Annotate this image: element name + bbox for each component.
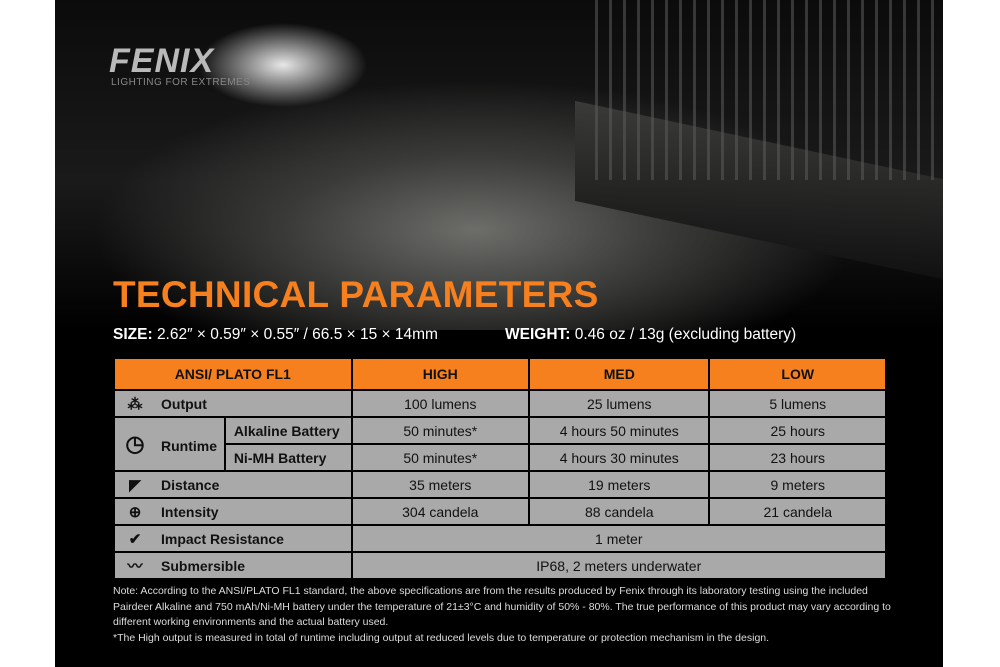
size-spec: SIZE: 2.62″ × 0.59″ × 0.55″ / 66.5 × 15 … <box>113 326 438 343</box>
target-icon: ⊕ <box>128 503 142 521</box>
header-row: ANSI/ PLATO FL1 HIGH MED LOW <box>113 357 887 391</box>
page-title: TECHNICAL PARAMETERS <box>113 274 599 315</box>
table-row-intensity: ⊕ Intensity 304 candela 88 candela 21 can… <box>113 497 887 526</box>
water-drop-icon: 〰 <box>127 558 143 575</box>
weight-spec: WEIGHT: 0.46 oz / 13g (excluding battery… <box>505 326 797 343</box>
hero-photo <box>55 0 943 330</box>
footnote: *The High output is measured in total of… <box>113 631 770 644</box>
header-low: LOW <box>708 357 887 391</box>
header-standard: ANSI/ PLATO FL1 <box>113 357 353 391</box>
distance-beam-icon: ◤ <box>129 476 141 494</box>
fenix-logo: FENIX <box>109 42 215 80</box>
table-row-submersible: 〰 Submersible IP68, 2 meters underwater <box>113 551 888 580</box>
header-high: HIGH <box>350 357 531 391</box>
table-row-runtime-alkaline: ◷ Runtime Alkaline Battery 50 minutes* 4 … <box>113 416 887 472</box>
table-row-output: ⁂ Output 100 lumens 25 lumens 5 lumens <box>113 389 887 418</box>
table-row-impact: ✔ Impact Resistance 1 meter <box>113 524 888 553</box>
table-row-distance: ◤ Distance 35 meters 19 meters 9 meters <box>113 470 887 499</box>
product-spec-panel: FENIX LIGHTING FOR EXTREMES TECHNICAL PA… <box>55 0 943 667</box>
impact-check-icon: ✔ <box>128 530 142 548</box>
disclaimer-note: Note: According to the ANSI/PLATO FL1 st… <box>113 584 893 646</box>
brand-tagline: LIGHTING FOR EXTREMES <box>111 77 251 88</box>
spec-table: ANSI/ PLATO FL1 HIGH MED LOW ⁂ Output 100… <box>113 357 888 580</box>
clock-icon: ◷ <box>125 431 145 456</box>
light-burst-icon: ⁂ <box>127 395 143 413</box>
header-med: MED <box>528 357 711 391</box>
table-row-runtime-nimh: Ni-MH Battery 50 minutes* 4 hours 30 min… <box>114 443 887 472</box>
